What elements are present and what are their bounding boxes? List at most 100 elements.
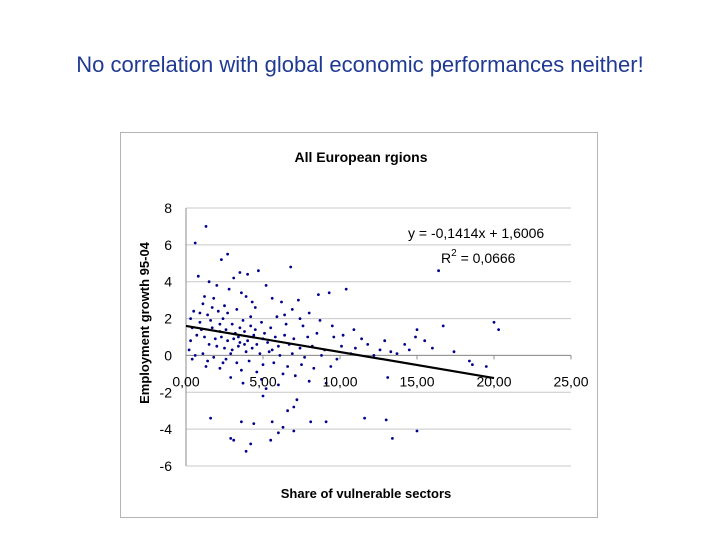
data-point (244, 350, 248, 354)
y-tick-label: 0 (164, 347, 172, 363)
data-point (497, 328, 500, 331)
data-point (204, 365, 208, 368)
data-point (324, 420, 328, 424)
data-point (366, 343, 370, 346)
data-point (201, 352, 205, 355)
data-point (281, 372, 285, 376)
data-point (229, 352, 233, 355)
data-point (471, 363, 474, 366)
data-point (360, 337, 363, 341)
data-point (240, 291, 243, 295)
data-point (206, 313, 209, 317)
data-point (201, 302, 205, 306)
data-point (289, 265, 293, 269)
r-squared-label: R2 = 0,0666 (441, 248, 516, 266)
chart-frame: 8 6 4 2 0 -2 -4 -6 0,00 5,00 10,00 15,00 20,00 25,00… (120, 132, 598, 518)
y-tick-label: 4 (164, 274, 172, 290)
data-point (187, 348, 191, 352)
x-tick-label: 15,00 (399, 373, 434, 389)
data-point (212, 355, 216, 359)
data-point (286, 365, 289, 368)
data-point (281, 425, 285, 429)
data-point (257, 269, 260, 273)
data-point (423, 339, 427, 343)
data-point (229, 376, 233, 379)
x-tick-label: 25,00 (553, 373, 588, 389)
data-point (246, 272, 249, 276)
data-point (190, 357, 194, 361)
slide-title: No correlation with global economic perf… (76, 52, 644, 77)
y-axis-title: Employment growth 95-04 (137, 241, 152, 404)
data-point (230, 348, 234, 352)
data-point (232, 276, 236, 280)
x-axis-title: Share of vulnerable sectors (281, 486, 452, 501)
data-point (198, 311, 202, 315)
data-point (244, 449, 248, 453)
data-point (340, 344, 343, 348)
data-point (273, 335, 277, 339)
data-point (192, 309, 196, 313)
data-point (335, 357, 339, 361)
data-point (270, 420, 274, 424)
y-tick-label: 8 (164, 200, 172, 216)
data-point (237, 344, 240, 348)
data-point (441, 324, 445, 328)
data-point (189, 317, 192, 320)
data-point (255, 370, 259, 374)
data-point (238, 341, 242, 344)
data-point (206, 359, 209, 363)
data-point (452, 350, 456, 354)
data-point (249, 442, 253, 446)
y-tick-labels: 8 6 4 2 0 -2 -4 -6 (160, 200, 173, 474)
data-point (241, 319, 245, 322)
data-point (235, 361, 239, 365)
x-tick-label: 5,00 (249, 373, 276, 389)
data-point (437, 269, 440, 273)
data-point (223, 304, 226, 308)
data-point (264, 387, 268, 390)
data-point (210, 326, 214, 330)
data-point (277, 383, 280, 387)
data-point (230, 322, 234, 326)
r-squared-prefix: R (441, 250, 451, 266)
data-point (290, 308, 294, 311)
data-point (250, 300, 254, 304)
data-point (244, 295, 248, 298)
data-point (286, 409, 289, 413)
data-point (220, 258, 223, 261)
data-point (363, 416, 366, 420)
data-point (378, 348, 382, 352)
data-point (354, 346, 357, 350)
data-point (238, 326, 242, 330)
chart-title: All European rgions (294, 149, 427, 165)
data-point (266, 341, 269, 344)
data-point (221, 317, 225, 320)
data-point (226, 311, 229, 315)
data-point (215, 344, 219, 348)
data-point (300, 363, 303, 366)
data-point (210, 306, 214, 309)
data-point (277, 344, 280, 348)
data-point (240, 368, 243, 372)
data-point (255, 343, 259, 346)
data-point (389, 350, 393, 354)
data-point (327, 291, 331, 295)
data-point (226, 339, 229, 343)
data-points (187, 225, 500, 453)
data-point (261, 363, 265, 366)
data-point (295, 398, 299, 402)
data-point (241, 381, 245, 385)
data-point (341, 333, 345, 337)
data-point (260, 378, 263, 381)
data-point (309, 420, 313, 424)
data-point (403, 343, 407, 346)
data-point (320, 354, 323, 357)
data-point (332, 335, 336, 339)
data-point (252, 422, 256, 425)
data-point (269, 326, 273, 330)
data-point (284, 322, 288, 326)
data-point (249, 324, 253, 328)
data-point (301, 324, 305, 328)
data-point (277, 431, 280, 435)
data-point (235, 308, 239, 311)
